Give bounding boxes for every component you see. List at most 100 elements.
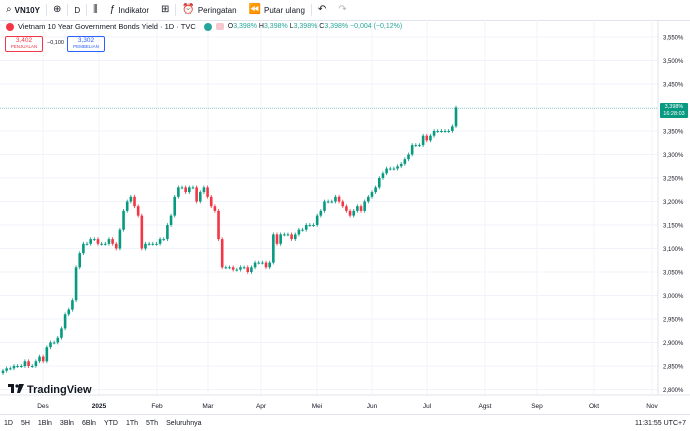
candle-body <box>103 243 107 245</box>
divider <box>175 4 177 16</box>
y-tick-label: 3,150% <box>663 224 684 230</box>
ohlc-key: O <box>227 23 234 30</box>
last-price-value: 3,398% <box>664 104 684 110</box>
interval-label: D <box>74 5 81 15</box>
alerts-button[interactable]: ⏰ Peringatan <box>176 0 242 20</box>
x-tick-label: Jul <box>423 403 432 410</box>
range-1m[interactable]: 1Bln <box>37 419 52 427</box>
candle-body <box>56 337 60 343</box>
candle-body <box>38 356 41 362</box>
candle-body <box>381 173 385 178</box>
sell-value: 3,402 <box>15 36 33 44</box>
ohlc-key: H <box>258 23 264 30</box>
candle-body <box>429 135 432 141</box>
candle-body <box>239 267 242 270</box>
utc-clock[interactable]: 11:31:55 UTC+7 <box>634 419 686 427</box>
candle-body <box>60 328 63 338</box>
candle-body <box>114 243 118 249</box>
candle-body <box>74 267 78 301</box>
layouts-button[interactable]: ⊞ <box>155 0 175 20</box>
candle-body <box>111 239 114 244</box>
candle-body <box>341 201 345 207</box>
range-1d[interactable]: 1D <box>4 419 13 427</box>
indicators-button[interactable]: ƒ Indikator <box>104 0 155 20</box>
divider <box>86 4 88 16</box>
range-ytd[interactable]: YTD <box>103 419 118 427</box>
candle-body <box>19 366 23 367</box>
range-5d[interactable]: 5H <box>20 419 30 427</box>
y-tick-label: 3,350% <box>663 130 684 136</box>
redo-button[interactable]: ↷ <box>332 0 352 20</box>
chart-legend: Vietnam 10 Year Government Bonds Yield ·… <box>6 22 402 31</box>
candle-body <box>52 342 56 344</box>
candle-body <box>367 196 370 202</box>
price-chart[interactable]: 3,550%3,500%3,450%3,400%3,350%3,300%3,25… <box>0 20 690 414</box>
buy-button[interactable]: 3,302 PEMBELIAN <box>67 36 105 52</box>
candle-body <box>337 196 341 202</box>
eye-icon[interactable] <box>215 23 224 30</box>
candle-body <box>356 206 359 211</box>
spread-value: −0,100 <box>47 40 64 46</box>
candle-body <box>89 239 92 244</box>
symbol-search[interactable]: ⌕ VN10Y <box>0 0 46 20</box>
indicator-icon: ƒ <box>109 4 116 15</box>
candle-body <box>352 210 356 216</box>
x-tick-label: Okt <box>589 403 599 410</box>
ohlc-value: 3,398% <box>263 23 288 30</box>
candle-body <box>220 239 224 268</box>
candle-body <box>30 366 34 367</box>
chart-type-button[interactable]: ⫼ <box>87 0 104 20</box>
candle-body <box>93 239 96 241</box>
legend-title: Vietnam 10 Year Government Bonds Yield ·… <box>18 22 196 31</box>
candle-body <box>71 300 74 310</box>
last-price-tag: 3,398% 16:28:03 <box>660 103 688 118</box>
tv-logo-icon <box>8 384 24 396</box>
candle-body <box>261 262 264 264</box>
x-tick-label: Sep <box>531 403 543 410</box>
undo-button[interactable]: ↶ <box>312 0 332 20</box>
sell-button[interactable]: 3,402 PENJUALAN <box>5 36 43 52</box>
replay-button[interactable]: ⏪ Putar ulang <box>243 0 311 20</box>
tradingview-logo[interactable]: TradingView <box>8 384 92 396</box>
range-5y[interactable]: 5Th <box>146 419 159 427</box>
alarm-clock-icon: ⏰ <box>182 4 195 15</box>
change-value: −0,004 (−0,12%) <box>350 23 403 30</box>
candle-body <box>184 187 187 193</box>
candle-body <box>392 168 396 170</box>
candle-body <box>282 234 286 236</box>
candle-body <box>257 262 261 264</box>
range-1y[interactable]: 1Th <box>125 419 139 427</box>
candle-body <box>447 131 450 132</box>
candle-body <box>147 243 151 245</box>
candle-body <box>169 215 173 225</box>
candle-body <box>118 229 122 249</box>
date-range-bar: 1D 5H 1Bln 3Bln 6Bln YTD 1Th 5Th Seluruh… <box>0 414 690 431</box>
candle-body <box>250 267 253 272</box>
plus-circle-icon: ⊕ <box>52 4 62 15</box>
candle-body <box>407 154 410 160</box>
y-tick-label: 3,250% <box>663 177 684 183</box>
candle-body <box>158 239 162 244</box>
candle-body <box>308 225 312 226</box>
range-all[interactable]: Seluruhnya <box>166 419 202 427</box>
x-tick-label: Mei <box>312 403 322 410</box>
candle-body <box>217 210 220 240</box>
undo-icon: ↶ <box>317 4 327 15</box>
interval-button[interactable]: D <box>68 0 86 20</box>
range-6m[interactable]: 6Bln <box>81 419 96 427</box>
x-tick-label: Apr <box>256 403 267 410</box>
candle-body <box>436 131 440 132</box>
candle-body <box>301 229 304 231</box>
candle-body <box>213 206 217 211</box>
candle-body <box>425 135 429 141</box>
x-tick-label: 2025 <box>92 403 107 410</box>
range-3m[interactable]: 3Bln <box>59 419 74 427</box>
candle-body <box>272 234 275 263</box>
candle-body <box>286 234 290 236</box>
candle-body <box>151 243 155 245</box>
grid-icon: ⊞ <box>161 4 170 15</box>
candle-body <box>198 192 202 202</box>
divider <box>67 4 69 16</box>
compare-button[interactable]: ⊕ <box>47 0 67 20</box>
candle-body <box>224 267 228 269</box>
